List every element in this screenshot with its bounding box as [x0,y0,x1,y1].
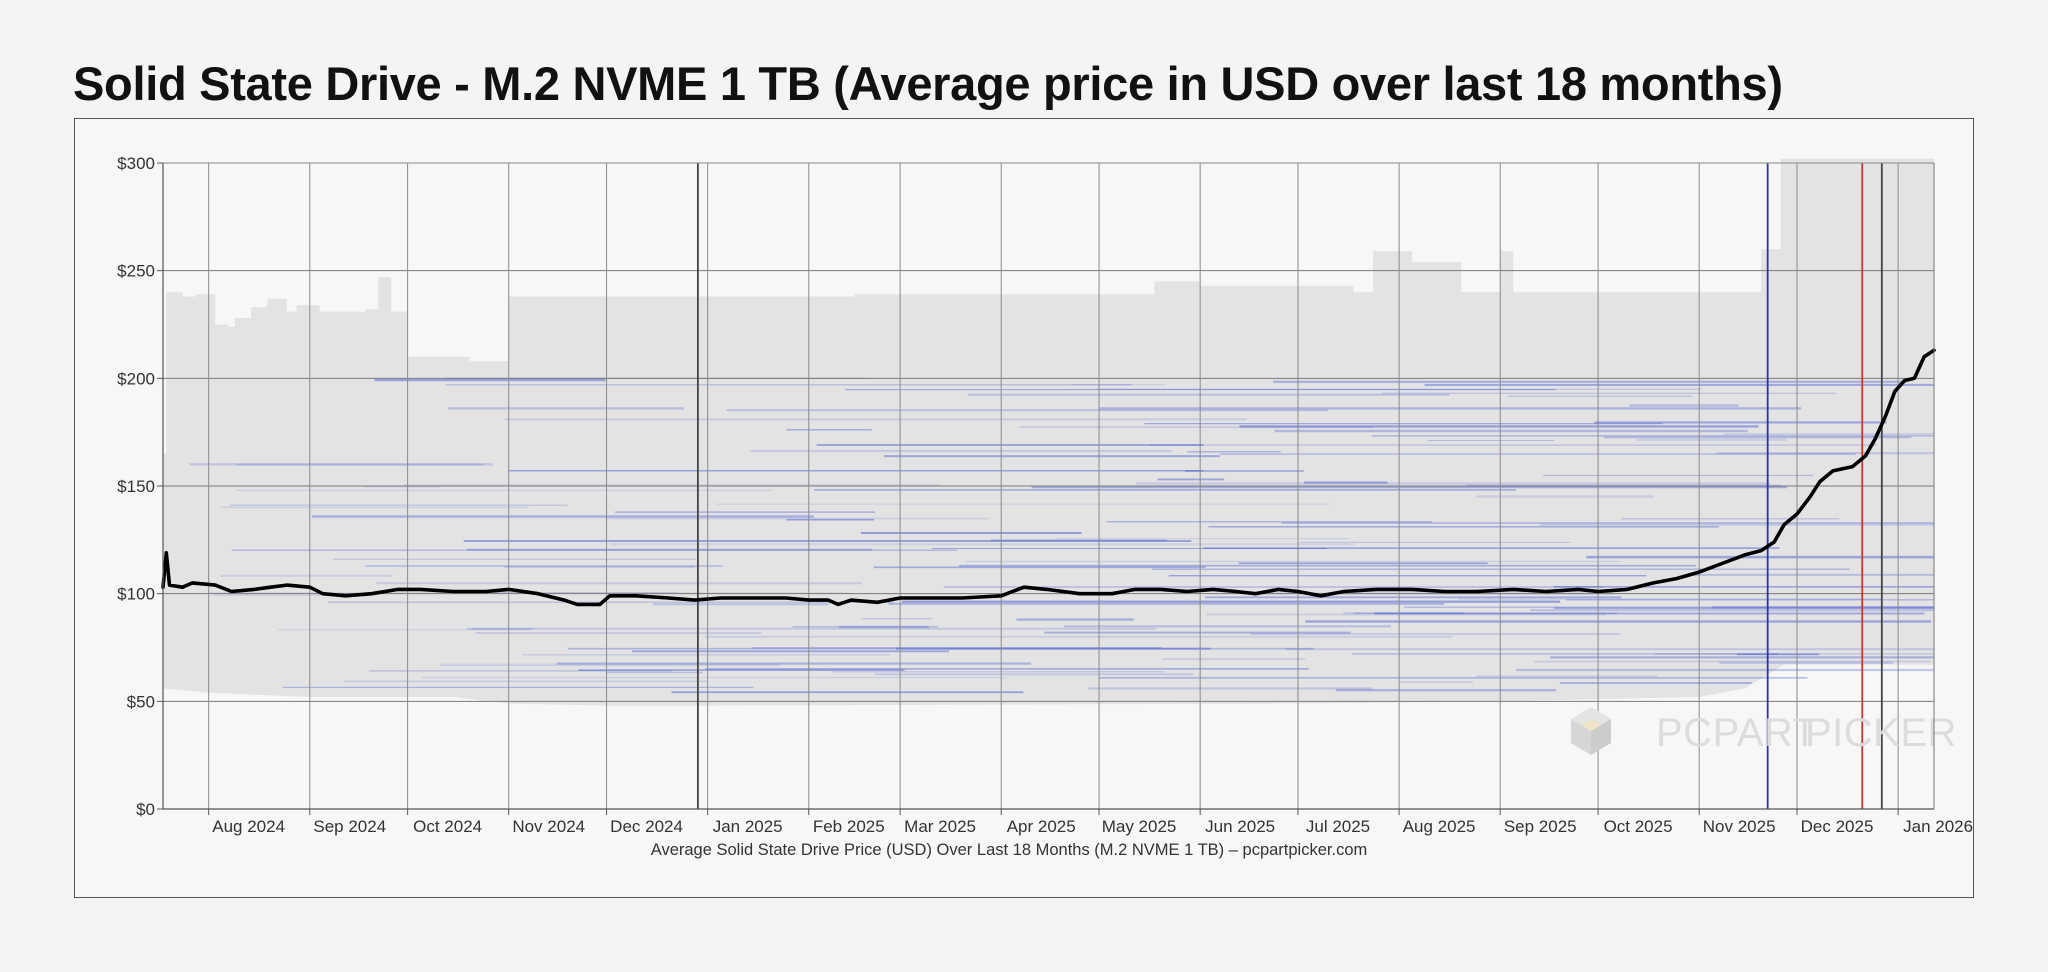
x-axis-ticks: Aug 2024 Sep 2024 Oct 2024 Nov 2024 Dec 2024… [208,809,1973,836]
x-tick-label: Jun 2025 [1205,817,1275,836]
x-tick-label: Oct 2024 [413,817,482,836]
y-tick-label: $100 [117,585,155,604]
x-tick-label: May 2025 [1102,817,1177,836]
x-tick-label: Mar 2025 [904,817,976,836]
average-price-line-path [161,348,1936,607]
x-tick-label: Aug 2024 [212,817,285,836]
y-tick-label: $50 [127,692,155,711]
x-tick-label: Dec 2025 [1801,817,1874,836]
vertical-markers [696,163,1883,809]
x-tick-label: Dec 2024 [610,817,683,836]
watermark-text-pcpart: PCPART [1656,711,1818,755]
price-history-chart: PCPART PICKER $0$50$100$150$200$250$300 … [117,154,1973,859]
y-axis-ticks: $0 $50 $100 $150 $200 $250 $300 [117,154,163,819]
chart-caption: Average Solid State Drive Price (USD) Ov… [651,841,1368,859]
x-tick-label: Feb 2025 [813,817,885,836]
x-tick-label: Nov 2025 [1703,817,1776,836]
pcpartpicker-cube-icon [1571,707,1611,755]
chart-frame: PCPART PICKER $0 $50 $100 $150 $200 $250 $300 … [74,118,1974,898]
watermark: PCPART PICKER [1571,707,1957,755]
watermark-text-picker: PICKER [1805,711,1957,755]
price-range-band-area [163,158,1934,706]
y-tick-label: $0 [136,800,155,819]
x-tick-label: Sep 2024 [313,817,386,836]
individual-prices-layer [189,377,1934,694]
x-tick-label: Jan 2026 [1903,817,1973,836]
price-range-band [163,158,1934,706]
x-tick-label: Nov 2024 [512,817,585,836]
x-tick-label: Apr 2025 [1007,817,1076,836]
x-tick-label: Jan 2025 [713,817,783,836]
x-tick-label: Jul 2025 [1306,817,1370,836]
page-title: Solid State Drive - M.2 NVME 1 TB (Avera… [73,57,1783,110]
average-price-line [161,348,1936,607]
x-tick-label: Aug 2025 [1403,817,1476,836]
y-tick-label: $200 [117,369,155,388]
y-tick-label: $150 [117,477,155,496]
x-tick-label: Oct 2025 [1604,817,1673,836]
y-tick-label: $300 [117,154,155,173]
x-tick-label: Sep 2025 [1504,817,1577,836]
y-tick-label: $250 [117,262,155,281]
